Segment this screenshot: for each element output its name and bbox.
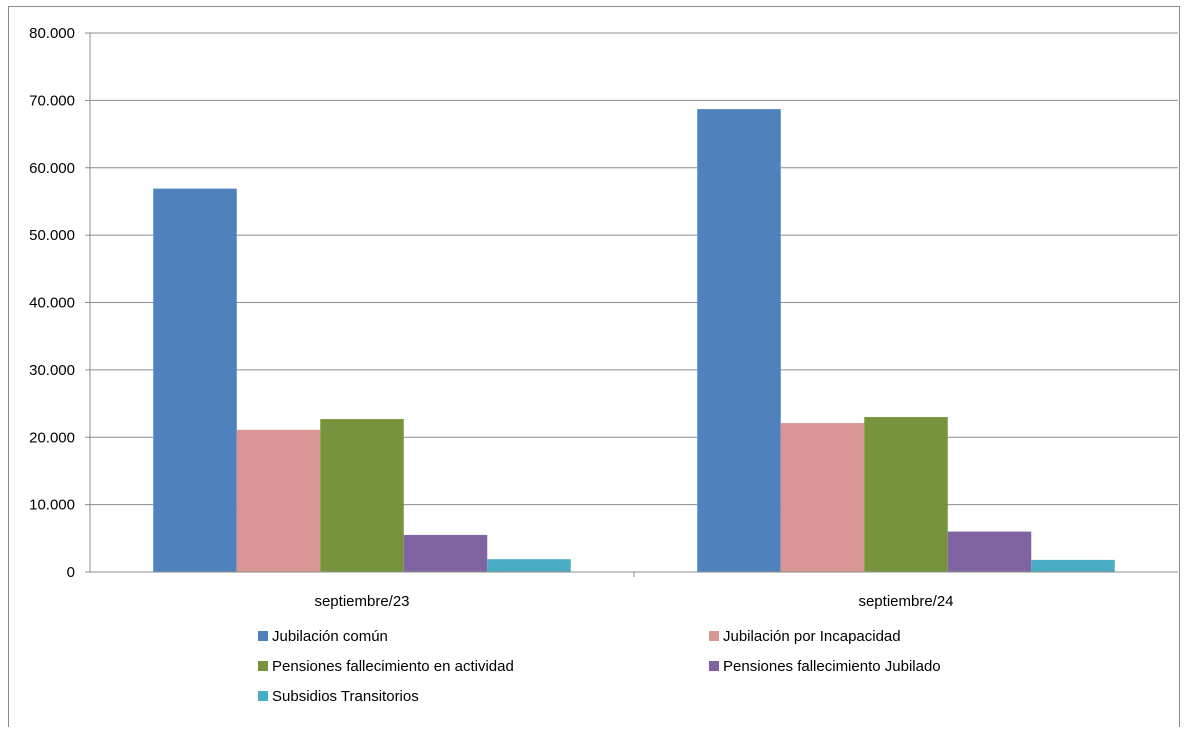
bar [487,559,571,572]
bar [403,534,488,572]
legend-swatch [258,661,268,671]
axes [85,32,1178,577]
y-tick-label: 30.000 [29,362,75,379]
legend-swatch [709,661,719,671]
y-tick-label: 10.000 [29,497,75,514]
bar [1031,559,1115,572]
legend-swatch [709,631,719,641]
y-tick-label: 20.000 [29,429,75,446]
bar [864,417,948,572]
legend-label: Subsidios Transitorios [272,688,419,705]
bar [236,429,321,572]
legend-label: Jubilación común [272,628,388,645]
y-tick-label: 40.000 [29,295,75,312]
x-tick-label: septiembre/24 [858,593,953,610]
legend-label: Pensiones fallecimiento en actividad [272,658,514,675]
y-tick-label: 70.000 [29,92,75,109]
legend: Jubilación común Jubilación por Incapacid… [258,628,941,705]
bars [153,109,1115,573]
y-tick-label: 50.000 [29,227,75,244]
legend-label: Jubilación por Incapacidad [723,628,901,645]
legend-swatch [258,691,268,701]
legend-label: Pensiones fallecimiento Jubilado [723,658,941,675]
bar [780,423,865,572]
bar [947,531,1032,572]
bar [697,109,781,572]
y-tick-label: 60.000 [29,160,75,177]
bar [320,419,404,572]
legend-swatch [258,631,268,641]
bar [153,188,237,573]
x-axis-ticks: septiembre/23 septiembre/24 [314,593,953,610]
chart-frame [8,6,1180,727]
y-tick-label: 0 [67,564,75,581]
y-tick-label: 80.000 [29,25,75,42]
x-tick-label: septiembre/23 [314,593,409,610]
y-axis-ticks: 0 10.000 20.000 30.000 40.000 50.000 60.000 70.… [29,25,75,581]
